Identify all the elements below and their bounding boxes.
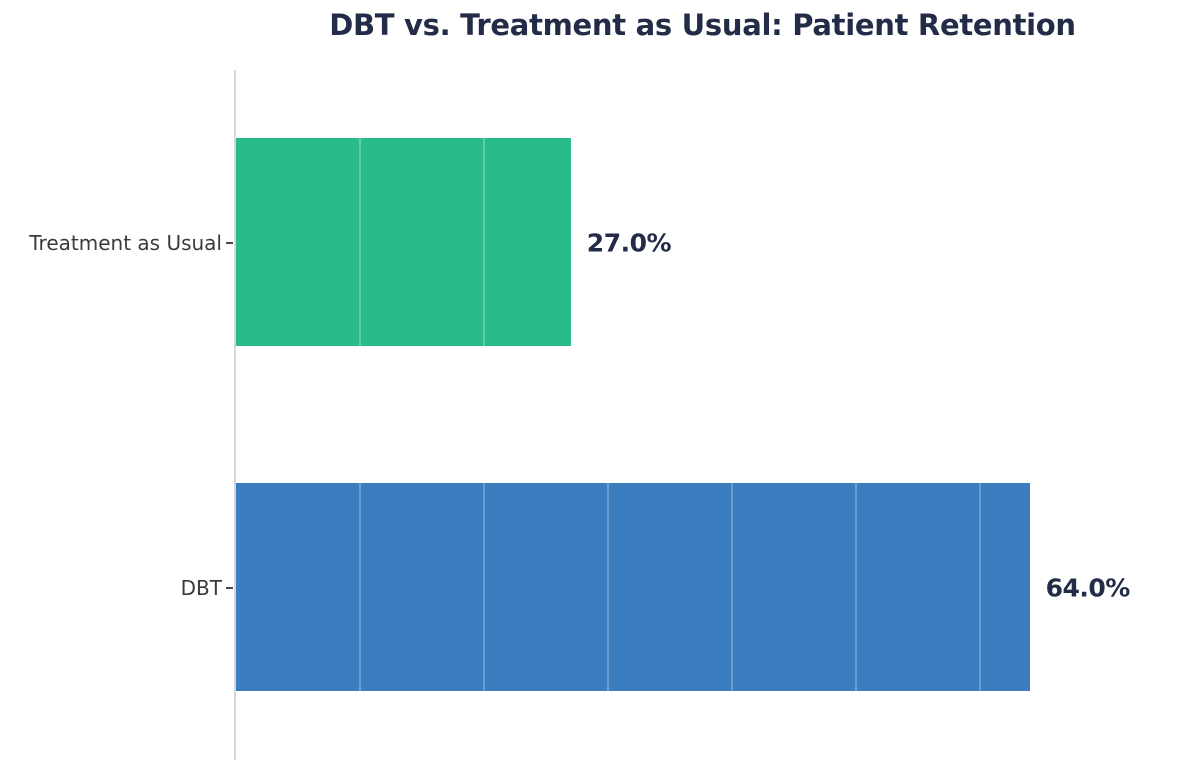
gridline	[359, 483, 361, 691]
gridline	[607, 483, 609, 691]
bar-row: DBT 64.0%	[0, 415, 1200, 760]
axis-tick	[226, 586, 233, 589]
y-axis-line	[234, 70, 236, 760]
value-label: 27.0%	[586, 228, 672, 257]
chart-title: DBT vs. Treatment as Usual: Patient Rete…	[329, 8, 1076, 42]
gridline	[483, 483, 485, 691]
gridline	[359, 138, 361, 346]
gridline	[731, 483, 733, 691]
bar	[236, 483, 1030, 691]
bar	[236, 138, 571, 346]
value-label: 64.0%	[1045, 573, 1131, 602]
gridline	[483, 138, 485, 346]
axis-tick	[226, 241, 233, 244]
gridline	[979, 483, 981, 691]
category-label: DBT	[180, 575, 222, 600]
bar-row: Treatment as Usual 27.0%	[0, 70, 1200, 415]
category-label: Treatment as Usual	[29, 230, 222, 255]
gridline	[855, 483, 857, 691]
